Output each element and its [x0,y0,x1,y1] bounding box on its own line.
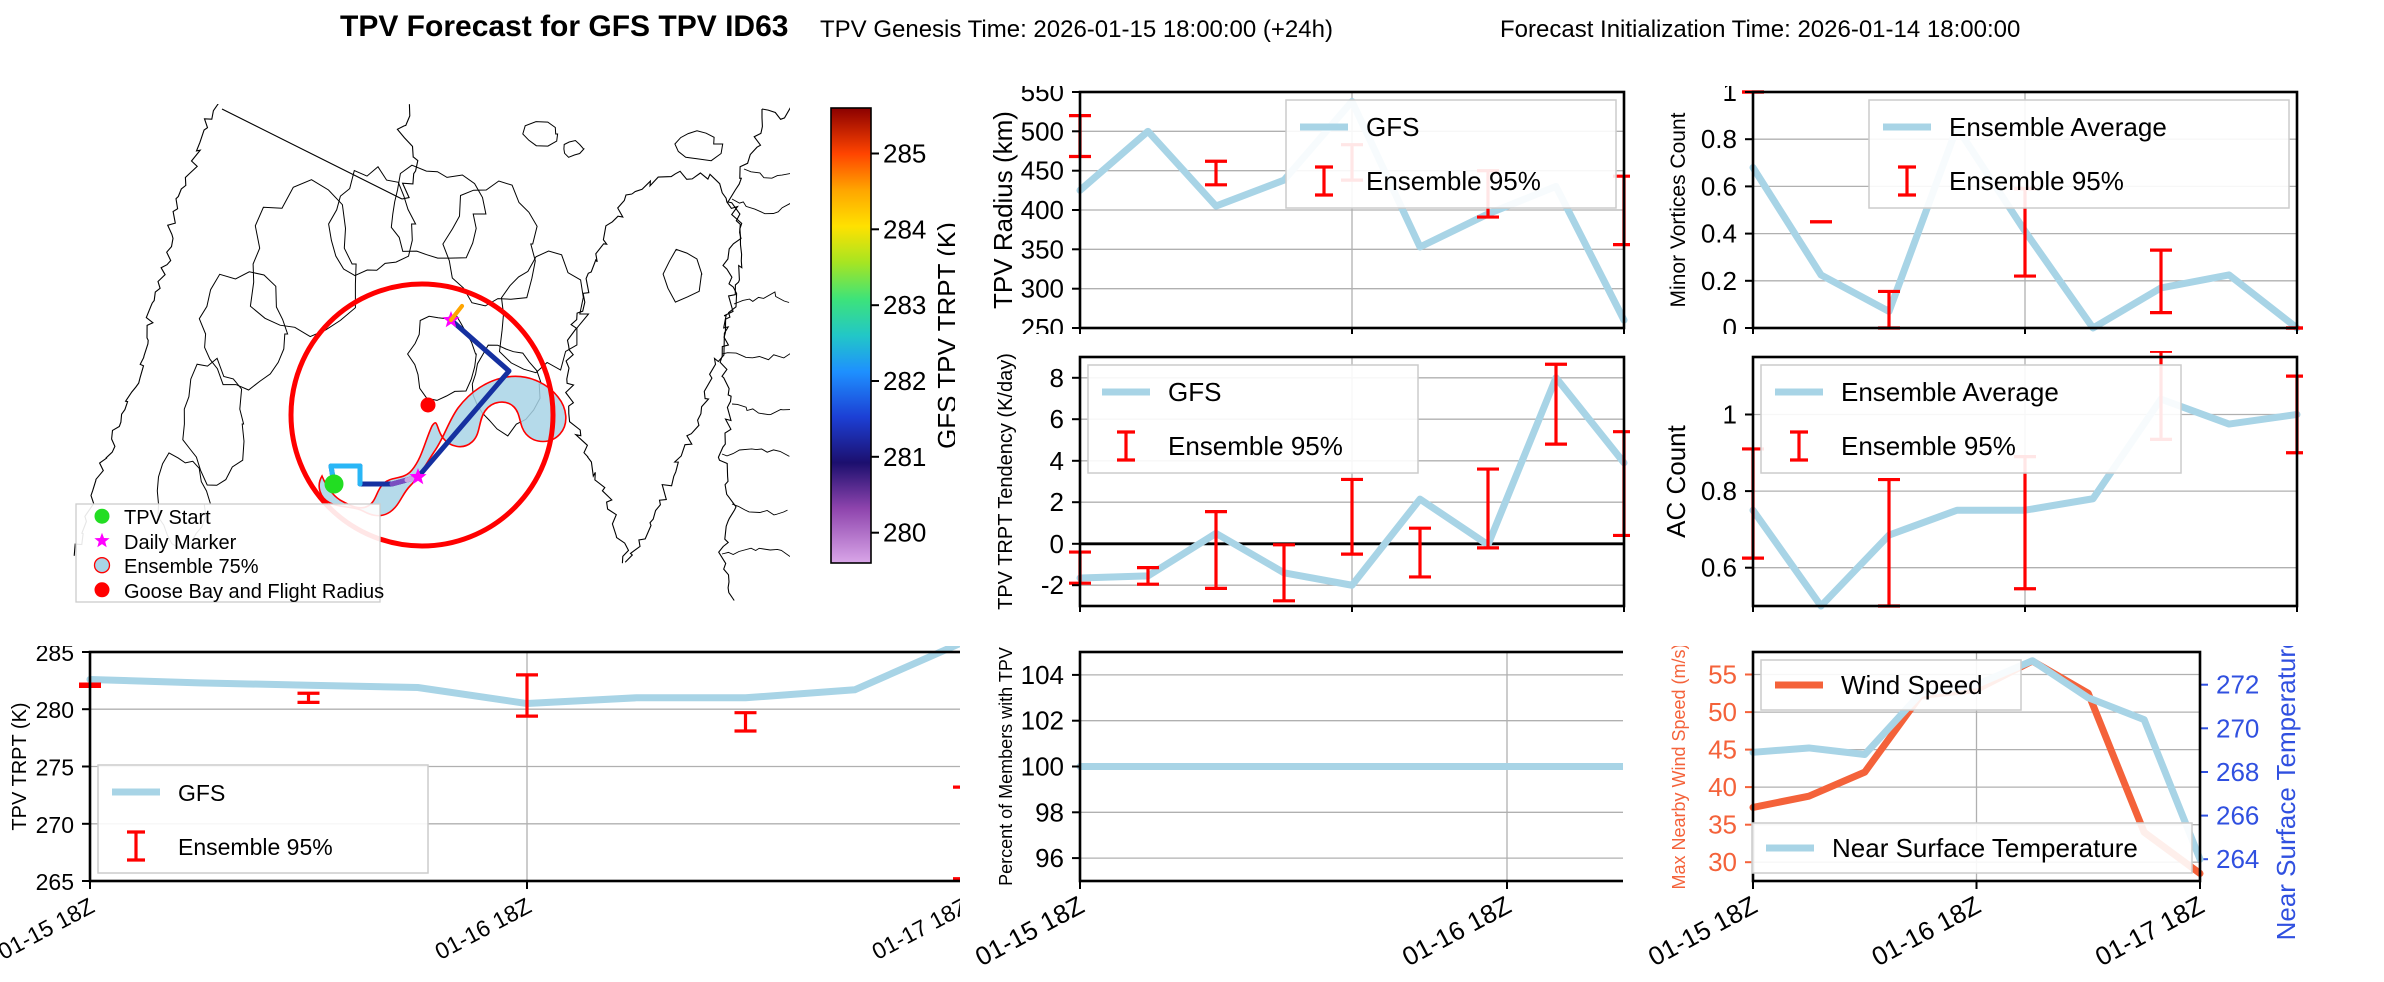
svg-text:280: 280 [36,697,74,723]
svg-text:0.8: 0.8 [1701,124,1737,154]
svg-text:285: 285 [36,646,74,666]
svg-text:-2: -2 [1041,570,1064,600]
svg-text:0.6: 0.6 [1701,171,1737,201]
svg-text:284: 284 [883,214,926,244]
svg-text:98: 98 [1035,797,1064,827]
svg-text:Goose Bay and Flight Radius: Goose Bay and Flight Radius [124,581,384,603]
svg-text:1: 1 [1723,86,1737,107]
svg-text:281: 281 [883,442,926,472]
svg-text:Ensemble 95%: Ensemble 95% [1841,431,2016,461]
svg-text:Percent of Members with TPV: Percent of Members with TPV [996,647,1016,886]
svg-text:104: 104 [1021,660,1064,690]
svg-text:270: 270 [2216,713,2259,743]
svg-text:0.6: 0.6 [1701,553,1737,583]
svg-text:0.8: 0.8 [1701,476,1737,506]
svg-text:96: 96 [1035,843,1064,873]
svg-text:Ensemble Average: Ensemble Average [1841,377,2059,407]
svg-text:TPV TRPT (K): TPV TRPT (K) [9,702,31,830]
svg-text:0: 0 [1723,313,1737,334]
svg-text:Ensemble 95%: Ensemble 95% [178,834,333,860]
svg-text:Minor Vortices Count: Minor Vortices Count [1667,112,1690,307]
svg-text:TPV TRPT Tendency (K/day): TPV TRPT Tendency (K/day) [995,353,1017,610]
svg-text:4: 4 [1050,446,1064,476]
svg-text:250: 250 [1021,313,1064,334]
svg-text:450: 450 [1021,156,1064,186]
svg-text:GFS TPV TRPT (K): GFS TPV TRPT (K) [932,222,955,449]
svg-text:102: 102 [1021,706,1064,736]
svg-text:285: 285 [883,139,926,169]
svg-text:2: 2 [1050,487,1064,517]
svg-text:Wind Speed: Wind Speed [1841,670,1983,700]
svg-text:35: 35 [1708,810,1737,840]
svg-text:Ensemble 95%: Ensemble 95% [1949,166,2124,196]
svg-text:275: 275 [36,755,74,781]
svg-text:264: 264 [2216,844,2259,874]
svg-text:GFS: GFS [1366,112,1419,142]
svg-text:280: 280 [883,518,926,548]
svg-text:TPV Start: TPV Start [124,507,211,529]
svg-text:265: 265 [36,869,74,895]
svg-text:Ensemble 75%: Ensemble 75% [124,556,259,578]
svg-text:GFS: GFS [178,780,225,806]
svg-text:272: 272 [2216,670,2259,700]
svg-text:500: 500 [1021,116,1064,146]
svg-text:550: 550 [1021,86,1064,107]
svg-text:283: 283 [883,290,926,320]
svg-text:1: 1 [1723,400,1737,430]
svg-text:400: 400 [1021,195,1064,225]
svg-text:TPV Radius (km): TPV Radius (km) [988,111,1018,309]
svg-text:Ensemble 95%: Ensemble 95% [1168,431,1343,461]
svg-text:300: 300 [1021,274,1064,304]
svg-text:Max Nearby Wind Speed (m/s): Max Nearby Wind Speed (m/s) [1669,646,1689,890]
svg-text:Near Surface Temperature (K): Near Surface Temperature (K) [2271,646,2301,940]
svg-text:30: 30 [1708,847,1737,877]
svg-text:266: 266 [2216,801,2259,831]
svg-text:Ensemble 95%: Ensemble 95% [1366,166,1541,196]
svg-text:Daily Marker: Daily Marker [124,532,237,554]
svg-text:55: 55 [1708,660,1737,690]
svg-text:282: 282 [883,366,926,396]
svg-text:45: 45 [1708,735,1737,765]
svg-text:6: 6 [1050,404,1064,434]
svg-text:0.4: 0.4 [1701,219,1737,249]
svg-text:0: 0 [1050,529,1064,559]
svg-text:350: 350 [1021,234,1064,264]
svg-text:40: 40 [1708,772,1737,802]
svg-text:100: 100 [1021,752,1064,782]
svg-text:270: 270 [36,812,74,838]
svg-text:8: 8 [1050,363,1064,393]
svg-text:50: 50 [1708,697,1737,727]
svg-text:Near Surface Temperature: Near Surface Temperature [1832,833,2138,863]
svg-text:0.2: 0.2 [1701,266,1737,296]
svg-text:GFS: GFS [1168,377,1221,407]
svg-text:268: 268 [2216,757,2259,787]
svg-text:Ensemble Average: Ensemble Average [1949,112,2167,142]
svg-text:AC Count: AC Count [1661,424,1691,537]
